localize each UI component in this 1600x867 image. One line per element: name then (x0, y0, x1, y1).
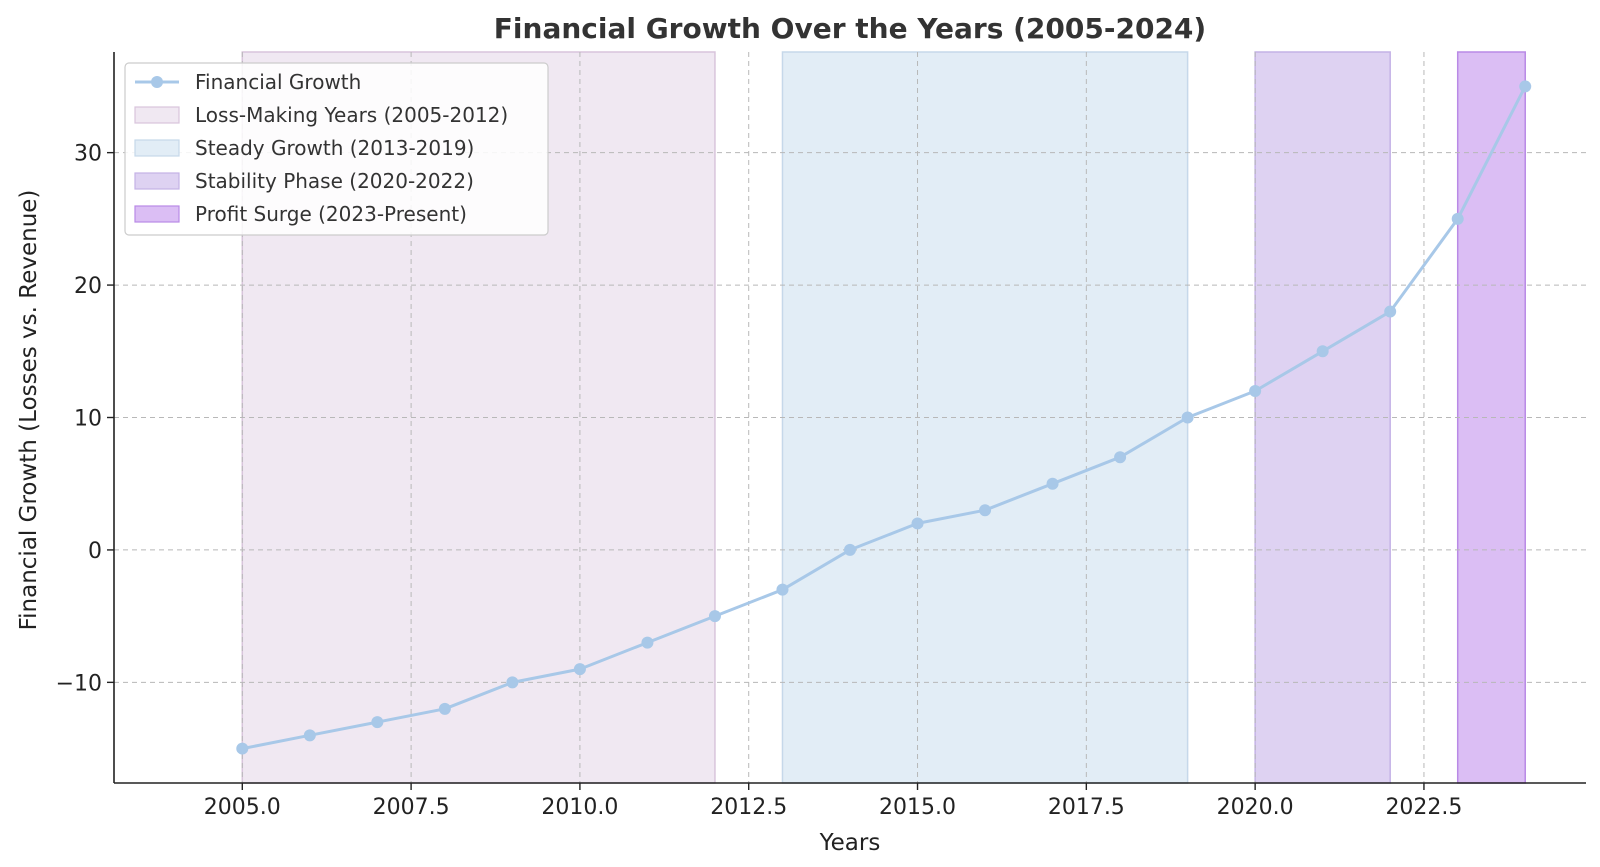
data-point (1451, 212, 1464, 225)
data-point (1316, 345, 1329, 358)
legend-box (124, 62, 549, 236)
x-tick-label: 2012.5 (710, 795, 787, 820)
data-point (844, 543, 856, 556)
data-point (303, 729, 316, 742)
data-point (1384, 305, 1397, 318)
data-point (708, 610, 721, 623)
legend-span-swatch (134, 205, 180, 223)
chart-title: Financial Growth Over the Years (2005-20… (494, 12, 1206, 45)
data-point (236, 742, 249, 755)
data-point (776, 583, 789, 596)
y-tick-label: −10 (56, 671, 102, 696)
data-point (911, 517, 924, 530)
data-point (641, 636, 654, 649)
legend-span-swatch (134, 106, 180, 124)
legend-label: Stability Phase (2020-2022) (195, 169, 474, 193)
y-tick-label: 10 (74, 407, 102, 432)
data-point (371, 716, 384, 729)
data-point (438, 702, 451, 715)
data-point (1519, 80, 1532, 93)
legend-marker-swatch (151, 76, 163, 88)
x-tick-label: 2005.0 (204, 795, 281, 820)
legend-span-swatch (134, 172, 180, 190)
x-tick-label: 2010.0 (541, 795, 618, 820)
legend-items: Financial Growth Loss-Making Years (2005-… (134, 70, 508, 226)
x-tick-label: 2020.0 (1217, 795, 1294, 820)
data-point (1114, 451, 1127, 464)
data-point (573, 663, 586, 676)
legend-span-swatch (134, 139, 180, 157)
legend-label: Profit Surge (2023-Present) (195, 202, 467, 226)
legend-label: Financial Growth (195, 70, 361, 94)
y-tick-label: 30 (74, 142, 102, 167)
legend: Financial Growth Loss-Making Years (2005-… (124, 62, 549, 236)
data-series (236, 80, 1532, 755)
x-tick-label: 2007.5 (373, 795, 450, 820)
data-point (1046, 477, 1059, 490)
y-axis-label: Financial Growth (Losses vs. Revenue) (16, 190, 42, 631)
y-tick-label: 20 (74, 274, 102, 299)
series-line-1 (240, 84, 1527, 751)
data-point (979, 504, 992, 517)
data-point (506, 676, 519, 689)
legend-label: Steady Growth (2013-2019) (195, 136, 474, 160)
legend-label: Loss-Making Years (2005-2012) (195, 103, 508, 127)
y-tick-label: 0 (88, 539, 102, 564)
x-tick-label: 2022.5 (1385, 795, 1462, 820)
tick-labels: 2005.0 2007.5 2010.0 2012.5 2015.0 2017.5 2020… (56, 142, 1463, 820)
x-axis-label: Years (819, 830, 881, 856)
phase-span-2 (781, 51, 1189, 784)
data-point (1181, 411, 1194, 424)
data-point (1249, 385, 1262, 398)
x-tick-label: 2015.0 (879, 795, 956, 820)
x-tick-label: 2017.5 (1048, 795, 1125, 820)
